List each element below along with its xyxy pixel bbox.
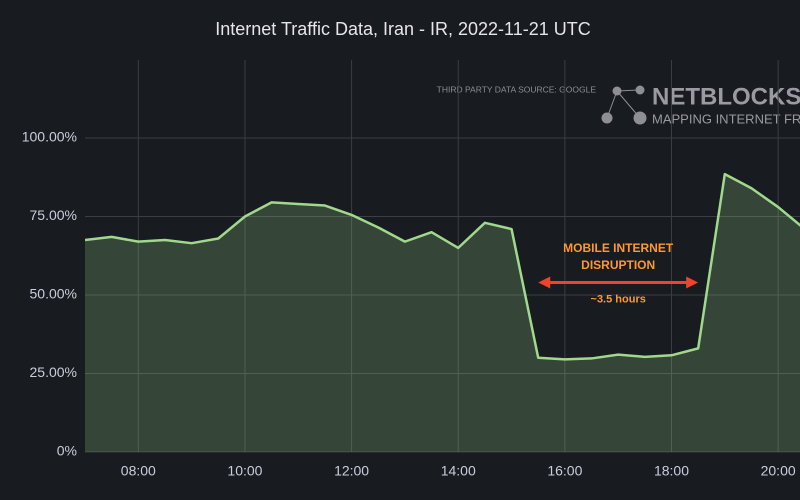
x-tick-label: 20:00 <box>761 463 796 479</box>
x-tick-label: 08:00 <box>121 463 156 479</box>
y-tick-label: 0% <box>57 443 77 459</box>
area-fill <box>85 174 800 452</box>
line <box>85 172 800 361</box>
annotation-duration: ~3.5 hours <box>591 293 646 305</box>
annotation-text: MOBILE INTERNET <box>563 241 674 255</box>
x-tick-label: 16:00 <box>547 463 582 479</box>
source-note: THIRD PARTY DATA SOURCE: GOOGLE <box>437 84 597 94</box>
y-tick-label: 25.00% <box>30 364 77 380</box>
brand-logo <box>601 85 647 125</box>
annotation-text: DISRUPTION <box>581 258 655 272</box>
brand-tagline: MAPPING INTERNET FREEDOM <box>652 111 800 126</box>
chart-title: Internet Traffic Data, Iran - IR, 2022-1… <box>215 19 591 39</box>
x-tick-label: 18:00 <box>654 463 689 479</box>
y-tick-label: 100.00% <box>22 129 77 145</box>
arrow-head <box>686 276 699 289</box>
arrow-head <box>538 276 551 289</box>
y-tick-label: 50.00% <box>30 286 77 302</box>
brand: NETBLOCKS™.ORG <box>652 83 800 110</box>
x-tick-label: 12:00 <box>334 463 369 479</box>
y-tick-label: 75.00% <box>30 207 77 223</box>
x-tick-label: 10:00 <box>227 463 262 479</box>
x-tick-label: 14:00 <box>441 463 476 479</box>
